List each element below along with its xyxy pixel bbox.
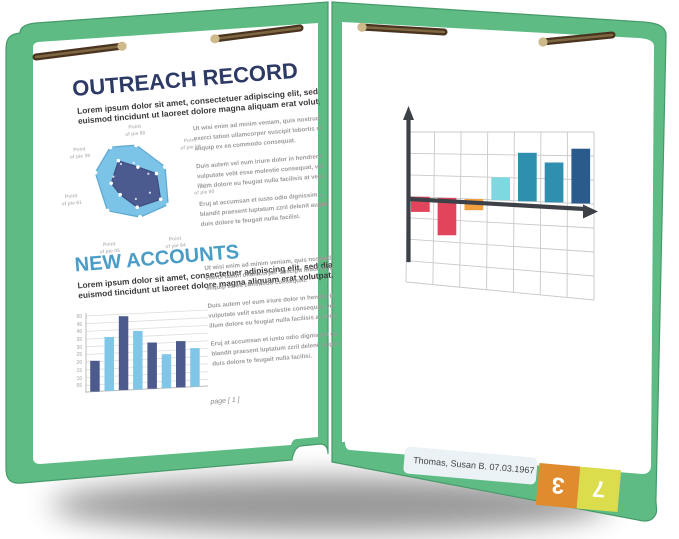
svg-text:35: 35 (76, 337, 82, 343)
svg-text:10: 10 (76, 376, 82, 382)
svg-text:Point: Point (103, 241, 116, 248)
svg-text:Point: Point (183, 137, 196, 144)
svg-text:Point: Point (197, 182, 210, 189)
svg-text:30: 30 (76, 345, 82, 351)
svg-text:05: 05 (76, 383, 82, 389)
svg-text:Point: Point (65, 193, 78, 200)
svg-text:7: 7 (591, 476, 606, 503)
svg-text:50: 50 (76, 314, 82, 320)
svg-text:Point: Point (128, 124, 141, 131)
svg-text:3: 3 (551, 472, 566, 499)
svg-text:Point: Point (169, 236, 182, 243)
svg-text:Point: Point (73, 146, 86, 153)
svg-text:25: 25 (76, 352, 82, 358)
svg-text:45: 45 (76, 322, 82, 328)
svg-text:20: 20 (76, 360, 82, 366)
svg-text:40: 40 (76, 329, 82, 335)
svg-text:15: 15 (76, 368, 82, 374)
